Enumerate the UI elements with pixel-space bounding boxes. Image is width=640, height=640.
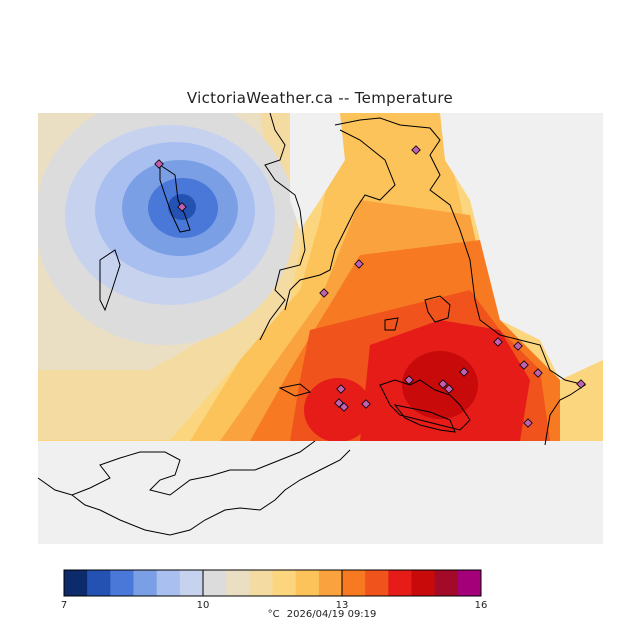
- color-swatch: [457, 570, 482, 596]
- stations: [154, 145, 586, 428]
- station-marker: [154, 159, 164, 169]
- color-swatch: [434, 570, 459, 596]
- color-bar-tick-label: 10: [197, 600, 210, 611]
- color-swatch: [203, 570, 227, 596]
- color-swatch: [249, 570, 273, 596]
- color-swatch: [156, 570, 181, 596]
- color-swatch: [179, 570, 204, 596]
- color-bar-tick-label: 13: [336, 600, 349, 611]
- map-title: VictoriaWeather.ca -- Temperature: [186, 89, 454, 107]
- temperature-field: [38, 113, 603, 544]
- color-bar-tick-label: 7: [61, 600, 67, 611]
- color-swatch: [110, 570, 134, 596]
- station-marker: [513, 341, 523, 351]
- station-marker: [576, 379, 586, 389]
- station-marker: [404, 375, 414, 385]
- units-and-timestamp: °C 2026/04/19 09:19: [0, 609, 640, 620]
- station-marker: [519, 360, 529, 370]
- color-swatch: [226, 570, 250, 596]
- station-marker: [493, 337, 503, 347]
- color-swatch: [133, 570, 158, 596]
- station-marker: [361, 399, 371, 409]
- color-swatch: [318, 570, 343, 596]
- station-marker: [459, 367, 469, 377]
- station-marker: [533, 368, 543, 378]
- station-marker: [444, 384, 454, 394]
- color-swatch: [342, 570, 366, 596]
- color-swatch: [87, 570, 111, 596]
- timestamp: 2026/04/19 09:19: [286, 609, 377, 620]
- color-swatch: [411, 570, 436, 596]
- station-marker: [319, 288, 329, 298]
- station-marker: [177, 202, 187, 212]
- color-swatch: [365, 570, 389, 596]
- station-marker: [339, 402, 349, 412]
- station-marker: [411, 145, 421, 155]
- color-bar-tick-label: 16: [475, 600, 488, 611]
- station-marker: [438, 379, 448, 389]
- station-marker: [354, 259, 364, 269]
- color-swatch: [295, 570, 320, 596]
- unit-label: °C: [267, 609, 280, 620]
- color-swatch: [64, 570, 88, 596]
- station-marker: [523, 418, 533, 428]
- color-swatch: [388, 570, 412, 596]
- coastlines: [37, 112, 587, 536]
- station-marker: [336, 384, 346, 394]
- color-swatch: [272, 570, 297, 596]
